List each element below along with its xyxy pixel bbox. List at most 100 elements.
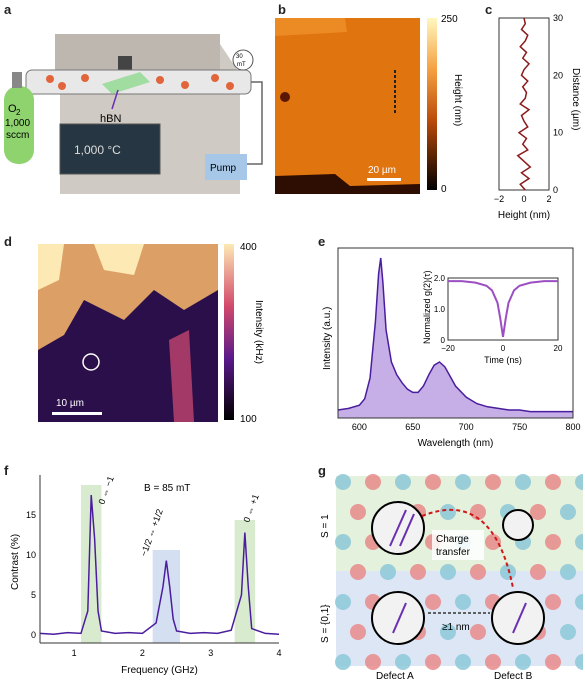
ytick-c: 0 <box>553 185 558 195</box>
plot-frame-e <box>337 247 574 419</box>
panel-label-b: b <box>278 2 286 17</box>
ytick-c: 10 <box>553 128 563 138</box>
charge-transfer-arrow <box>421 508 514 589</box>
hbn-label: hBN <box>100 113 121 125</box>
emitter-circle <box>82 353 100 371</box>
inset-ytick-e: 1.0 <box>434 305 446 314</box>
lattice-atom <box>575 654 583 670</box>
xtick-e: 650 <box>405 422 420 432</box>
lattice-atom <box>335 534 351 550</box>
transition-3-f: 0 ⇔ +1 <box>241 493 260 524</box>
ytick-f: 15 <box>26 510 36 520</box>
lattice-atom <box>365 654 381 670</box>
defect-b-label: Defect B <box>494 671 533 682</box>
colorbar-b <box>427 18 437 190</box>
cb-label-d: Intensity (kHz) <box>253 300 264 364</box>
cb-max-d: 400 <box>240 242 257 253</box>
lattice-atom <box>395 654 411 670</box>
lattice-atom <box>560 504 576 520</box>
lattice-atom <box>425 654 441 670</box>
lattice-atom <box>575 594 583 610</box>
lattice-atom <box>335 594 351 610</box>
xtick-c: 0 <box>521 194 526 204</box>
xlabel-c: Height (nm) <box>498 210 550 221</box>
defect-b-bottom <box>491 591 545 645</box>
inset-frame-e <box>447 277 559 341</box>
lattice-atom <box>350 564 366 580</box>
lattice-atom <box>335 474 351 490</box>
lattice-atom <box>545 594 561 610</box>
panel-label-a: a <box>4 2 12 17</box>
xtick-e: 800 <box>565 422 580 432</box>
inset-ytick-e: 2.0 <box>434 274 446 283</box>
ylabel-f: Contrast (%) <box>10 534 21 590</box>
lattice-atom <box>455 654 471 670</box>
cb-max-b: 250 <box>441 14 458 25</box>
lattice-atom <box>440 564 456 580</box>
panel-label-d: d <box>4 234 12 249</box>
defect-b-top <box>502 509 534 541</box>
xtick-f: 1 <box>72 648 77 658</box>
lattice-atom <box>440 624 456 640</box>
series-line-f <box>39 494 280 635</box>
lattice-atom <box>380 564 396 580</box>
ytick-c: 30 <box>553 13 563 23</box>
inset-line-e <box>448 280 558 338</box>
lattice-atom <box>335 654 351 670</box>
scale-text-d: 10 µm <box>56 398 84 409</box>
lattice-atom <box>470 504 486 520</box>
lattice-atom <box>530 504 546 520</box>
furnace-schematic: hBN 1,000 °C O 2 1,000 sccm 30 mT Pump <box>4 34 263 194</box>
xtick-c: −2 <box>494 194 504 204</box>
defect-diagram: Charge transfer ≥1 nm S = 1 S = {0,1} De… <box>320 474 583 682</box>
xtick-e: 750 <box>512 422 527 432</box>
lattice-atom <box>350 624 366 640</box>
lattice-atom <box>500 564 516 580</box>
cb-min-b: 0 <box>441 184 447 195</box>
s1-label: S = 1 <box>320 514 331 538</box>
xlabel-e: Wavelength (nm) <box>418 438 494 449</box>
scale-bar-d <box>52 412 102 415</box>
lattice-atom <box>545 654 561 670</box>
lattice-atom <box>545 534 561 550</box>
lattice-atom <box>515 474 531 490</box>
ytick-c: 20 <box>553 70 563 80</box>
temp-display <box>59 123 161 175</box>
inset-xtick-e: −20 <box>441 344 455 353</box>
lattice-atom <box>470 564 486 580</box>
defect-a-label: Defect A <box>376 671 414 682</box>
xtick-f: 2 <box>140 648 145 658</box>
defect-a-bottom <box>371 591 425 645</box>
ytick-f: 10 <box>26 550 36 560</box>
s01-label: S = {0,1} <box>320 604 331 643</box>
scale-bar-b <box>367 178 401 181</box>
chart-e: 600 650 700 750 800 Wavelength (nm) Intensity … <box>322 247 581 449</box>
xtick-c: 2 <box>546 194 551 204</box>
ytick-f: 0 <box>31 630 36 640</box>
inset-ylabel-e: Normalized g(2)(τ) <box>422 270 432 344</box>
xtick-f: 3 <box>208 648 213 658</box>
charge-text-2: transfer <box>436 547 471 558</box>
lattice-atom <box>485 654 501 670</box>
pump-label: Pump <box>210 163 237 174</box>
panel-label-e: e <box>318 234 326 249</box>
lattice-atom <box>560 624 576 640</box>
ylabel-e: Intensity (a.u.) <box>322 307 333 370</box>
inset-ytick-e: 0 <box>441 336 446 345</box>
xtick-e: 600 <box>352 422 367 432</box>
cb-min-d: 100 <box>240 414 257 425</box>
furnace-handle <box>118 56 132 70</box>
lattice-atom <box>470 624 486 640</box>
xlabel-f: Frequency (GHz) <box>121 665 198 676</box>
lattice-atom <box>575 534 583 550</box>
lattice-atom <box>425 474 441 490</box>
band-green-1 <box>80 485 102 643</box>
o2-flow: 1,000 <box>5 118 30 129</box>
spectrum-fill-e <box>338 258 573 418</box>
field-label-f: B = 85 mT <box>144 483 190 494</box>
lattice-atom <box>545 474 561 490</box>
o2-unit: sccm <box>6 130 29 141</box>
afm-flake <box>275 18 420 186</box>
inset-xtick-e: 20 <box>554 344 563 353</box>
